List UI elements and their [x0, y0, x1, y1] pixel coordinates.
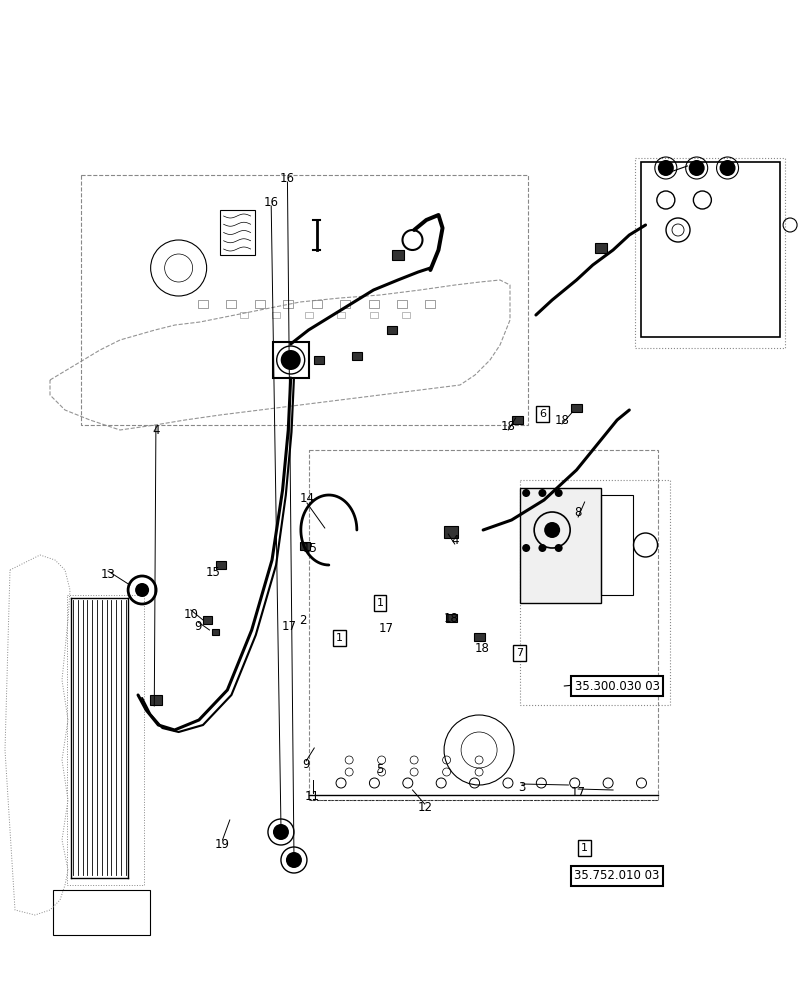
Circle shape	[538, 544, 546, 552]
Bar	[352, 352, 362, 360]
Circle shape	[719, 160, 735, 176]
Text: 15: 15	[303, 542, 317, 554]
Circle shape	[554, 489, 562, 497]
Bar	[340, 300, 350, 308]
Bar	[219, 210, 255, 255]
Text: 4: 4	[152, 424, 160, 436]
Circle shape	[543, 522, 560, 538]
Text: 13: 13	[101, 568, 115, 582]
Text: 18: 18	[554, 414, 569, 426]
Text: 14: 14	[299, 492, 314, 506]
Text: 2: 2	[298, 613, 307, 626]
Bar	[594, 243, 606, 253]
Circle shape	[657, 160, 673, 176]
Text: 7: 7	[516, 648, 522, 658]
Bar	[272, 312, 280, 318]
Bar	[212, 629, 219, 635]
Text: 1: 1	[336, 633, 342, 643]
Bar	[314, 356, 324, 364]
Bar	[392, 250, 403, 260]
Bar	[369, 312, 377, 318]
Circle shape	[272, 824, 289, 840]
Bar	[401, 312, 410, 318]
Text: 18: 18	[474, 642, 489, 654]
Text: 3: 3	[517, 781, 526, 794]
Bar	[311, 300, 321, 308]
Circle shape	[285, 852, 302, 868]
Bar	[443, 526, 457, 538]
Bar	[368, 300, 378, 308]
Bar	[519, 480, 669, 705]
Bar	[337, 312, 345, 318]
Text: 10: 10	[183, 607, 198, 620]
Circle shape	[135, 583, 149, 597]
Bar	[239, 312, 247, 318]
Bar	[226, 300, 236, 308]
Text: 6: 6	[539, 409, 545, 419]
Text: 8: 8	[573, 506, 581, 520]
Bar	[272, 342, 308, 378]
Bar	[445, 614, 457, 622]
Text: 15: 15	[205, 566, 220, 578]
Text: 1: 1	[376, 598, 383, 608]
Bar	[425, 300, 435, 308]
Bar	[600, 495, 633, 595]
Bar	[283, 300, 293, 308]
Bar	[387, 326, 397, 334]
Circle shape	[521, 544, 530, 552]
Text: 4: 4	[450, 534, 458, 546]
Bar	[473, 633, 484, 641]
Bar	[203, 616, 212, 624]
Text: 18: 18	[444, 611, 458, 624]
Circle shape	[688, 160, 704, 176]
Text: 9: 9	[302, 758, 310, 772]
Bar	[641, 162, 779, 337]
Circle shape	[538, 489, 546, 497]
Bar	[67, 595, 144, 885]
Bar	[150, 695, 161, 705]
Text: 19: 19	[215, 838, 230, 851]
Text: 5: 5	[375, 763, 384, 776]
Bar	[304, 312, 312, 318]
Circle shape	[281, 350, 300, 370]
Bar	[300, 542, 310, 550]
Bar	[255, 300, 264, 308]
Bar	[570, 404, 581, 412]
Bar	[308, 450, 657, 800]
Text: 35.752.010 03: 35.752.010 03	[573, 869, 659, 882]
Text: 18: 18	[500, 420, 515, 432]
Text: 17: 17	[570, 786, 585, 799]
Text: 16: 16	[280, 172, 294, 185]
Text: 16: 16	[264, 196, 278, 209]
Bar	[511, 416, 522, 424]
Bar	[53, 890, 150, 935]
Circle shape	[521, 489, 530, 497]
Bar	[519, 488, 600, 603]
Text: 11: 11	[305, 790, 320, 803]
Bar	[81, 175, 527, 425]
Text: 1: 1	[581, 843, 587, 853]
Bar	[216, 561, 225, 569]
Text: 35.300.030 03: 35.300.030 03	[574, 680, 659, 692]
Bar	[634, 158, 784, 348]
Bar	[397, 300, 406, 308]
Text: 17: 17	[378, 621, 393, 635]
Text: 12: 12	[417, 801, 431, 814]
Text: 17: 17	[281, 619, 296, 633]
Text: 9: 9	[194, 619, 202, 633]
Bar	[198, 300, 208, 308]
Circle shape	[554, 544, 562, 552]
